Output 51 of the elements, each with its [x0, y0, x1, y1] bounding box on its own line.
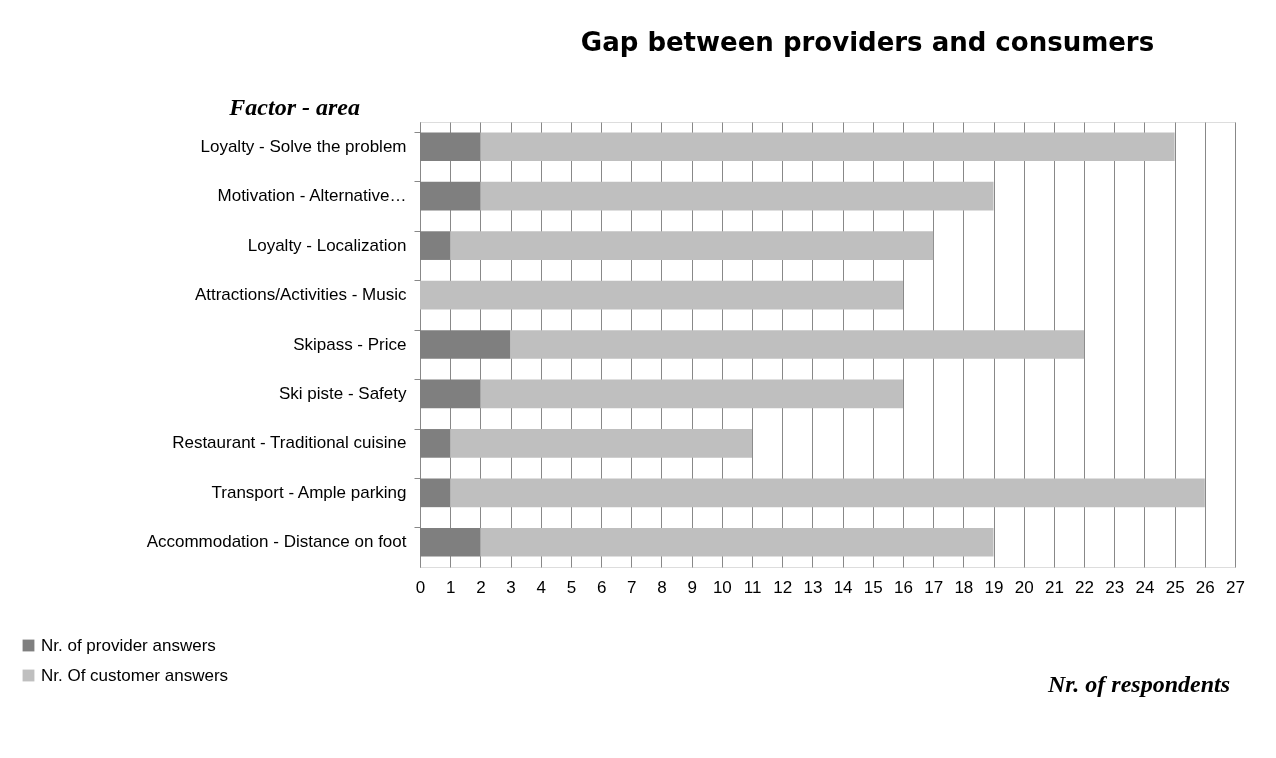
x-tick-label: 13 — [803, 577, 823, 597]
bar — [510, 330, 1085, 359]
x-tick-label: 23 — [1105, 577, 1125, 597]
x-tick-label: 7 — [627, 577, 637, 597]
x-axis-title: Nr. of respondents — [1046, 671, 1230, 697]
x-tick-label: 21 — [1044, 577, 1064, 597]
x-tick-label: 14 — [833, 577, 853, 597]
x-tick-label: 8 — [657, 577, 667, 597]
bar — [480, 181, 994, 211]
bar — [450, 429, 753, 458]
x-tick-label: 20 — [1014, 577, 1034, 597]
x-tick-label: 24 — [1135, 577, 1155, 597]
y-tick-label: Restaurant - Traditional cuisine — [172, 433, 407, 453]
x-tick-label: 17 — [924, 577, 944, 597]
x-tick-label: 5 — [566, 577, 577, 597]
x-tick-label: 11 — [743, 577, 762, 597]
y-tick-label: Loyalty - Solve the problem — [200, 136, 407, 156]
legend-label: Nr. Of customer answers — [41, 665, 229, 685]
x-tick-label: 15 — [863, 577, 883, 597]
x-tick-label: 9 — [687, 577, 697, 597]
x-tick-label: 3 — [506, 577, 516, 597]
x-tick-label: 22 — [1075, 577, 1095, 597]
y-tick-label: Ski piste - Safety — [278, 383, 407, 403]
y-tick-label: Accommodation - Distance on foot — [146, 532, 407, 552]
x-tick-label: 1 — [445, 577, 456, 597]
y-axis-title: Factor - area — [228, 94, 360, 120]
legend-label: Nr. of provider answers — [41, 635, 216, 655]
x-tick-label: 27 — [1226, 577, 1245, 597]
bar — [480, 132, 1175, 162]
bar — [450, 478, 1205, 508]
x-tick-label: 25 — [1165, 577, 1185, 597]
x-tick-label: 16 — [894, 577, 913, 597]
y-tick-label: Attractions/Activities - Music — [194, 285, 407, 305]
bar — [480, 379, 903, 409]
chart-title: Gap between providers and consumers — [580, 27, 1155, 57]
x-tick-label: 18 — [954, 577, 974, 597]
x-tick-label: 12 — [773, 577, 793, 597]
bar — [480, 527, 994, 557]
x-tick-label: 2 — [476, 577, 486, 597]
y-tick-label: Loyalty - Localization — [247, 235, 407, 255]
bar — [450, 231, 934, 260]
y-tick-label: Motivation - Alternative… — [217, 186, 407, 206]
y-tick-label: Skipass - Price — [293, 334, 407, 354]
x-tick-label: 0 — [415, 577, 426, 597]
x-tick-label: 4 — [536, 577, 546, 597]
x-tick-label: 19 — [984, 577, 1004, 597]
x-tick-label: 10 — [712, 577, 732, 597]
bar — [420, 280, 903, 310]
x-tick-label: 6 — [596, 577, 607, 597]
x-tick-label: 26 — [1195, 577, 1215, 597]
y-tick-label: Transport - Ample parking — [211, 482, 407, 502]
